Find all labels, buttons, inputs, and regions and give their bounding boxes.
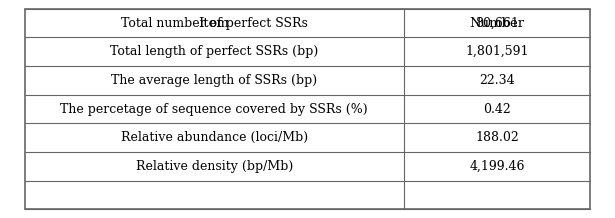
Bar [25,9,403,37]
Text: Relative density (bp/Mb): Relative density (bp/Mb) [135,160,293,173]
Text: Number: Number [469,17,525,30]
Text: 0.42: 0.42 [483,102,511,116]
Text: Item: Item [199,17,229,30]
Bar [403,66,590,95]
Text: 1,801,591: 1,801,591 [466,45,529,58]
Bar [25,95,403,123]
Bar [25,66,403,95]
Text: The percetage of sequence covered by SSRs (%): The percetage of sequence covered by SSR… [60,102,368,116]
Bar [403,37,590,66]
Text: Total number of perfect SSRs: Total number of perfect SSRs [121,17,308,30]
Bar [403,9,590,37]
Bar [25,37,403,66]
Bar [403,9,590,37]
Text: The average length of SSRs (bp): The average length of SSRs (bp) [111,74,317,87]
Text: 188.02: 188.02 [475,131,519,144]
Text: Relative abundance (loci/Mb): Relative abundance (loci/Mb) [121,131,308,144]
Text: 80,661: 80,661 [475,17,519,30]
Bar [403,123,590,152]
Bar [25,123,403,152]
Bar [403,95,590,123]
Text: 22.34: 22.34 [479,74,515,87]
Bar [403,152,590,181]
Text: Total length of perfect SSRs (bp): Total length of perfect SSRs (bp) [110,45,319,58]
Text: 4,199.46: 4,199.46 [469,160,525,173]
Bar [25,9,403,37]
Bar [25,152,403,181]
